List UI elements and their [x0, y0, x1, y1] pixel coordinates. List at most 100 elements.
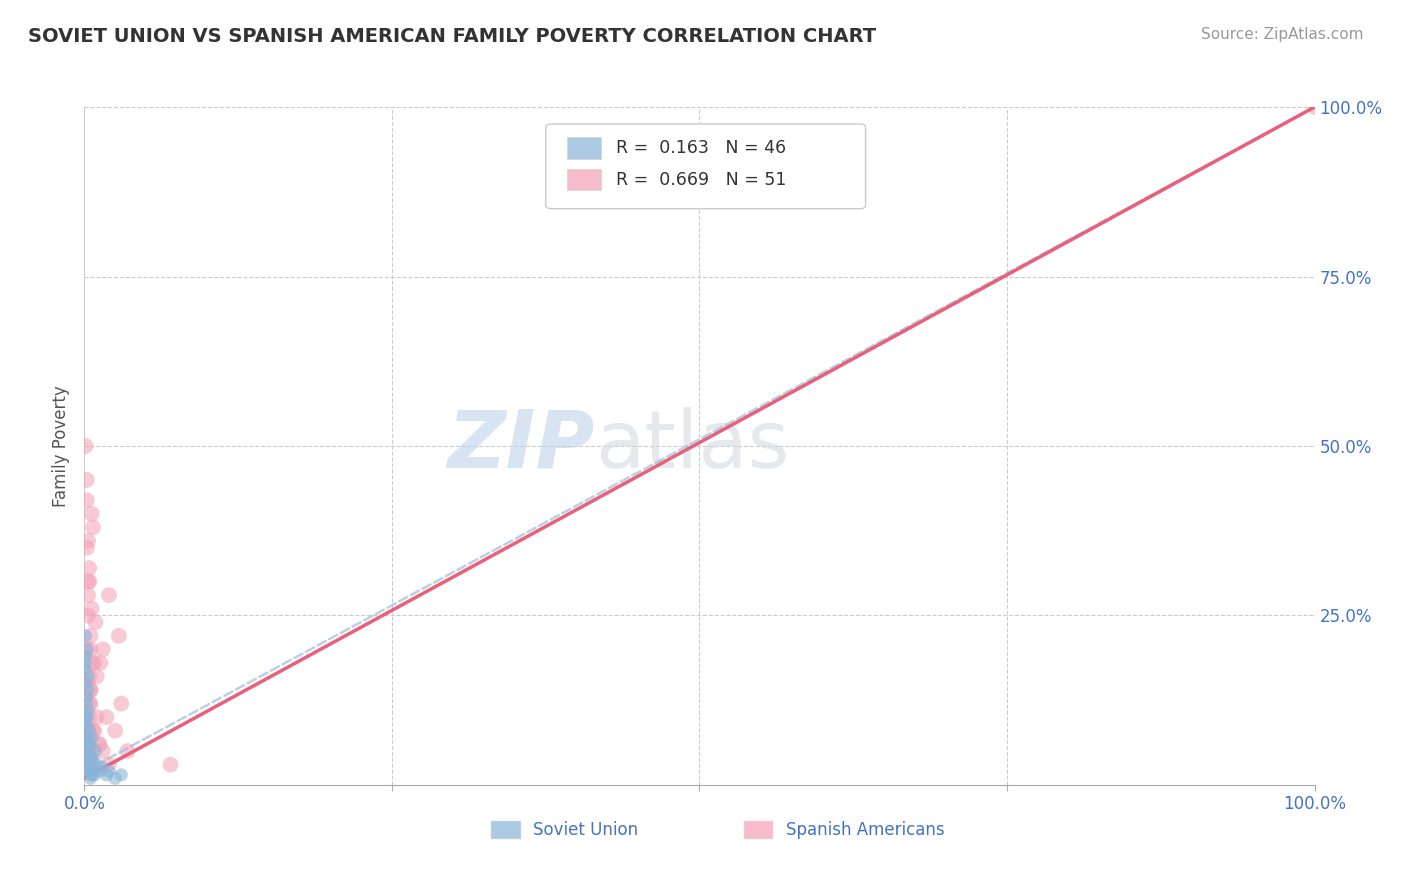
- Point: [79, 761, 101, 775]
- Point: [77, 703, 100, 717]
- Text: Soviet Union: Soviet Union: [533, 821, 638, 838]
- Point: [79, 747, 101, 762]
- Point: [91, 761, 114, 775]
- Point: [79, 764, 101, 779]
- Point: [77, 608, 100, 623]
- Point: [77, 588, 100, 602]
- Point: [79, 771, 101, 785]
- Point: [98, 757, 120, 772]
- Point: [86, 669, 108, 683]
- Point: [80, 731, 103, 745]
- Point: [79, 768, 101, 782]
- Text: ZIP: ZIP: [447, 407, 595, 485]
- Point: [91, 744, 114, 758]
- Point: [80, 601, 103, 615]
- Point: [159, 757, 181, 772]
- Point: [108, 629, 129, 643]
- Point: [75, 717, 97, 731]
- Point: [84, 744, 107, 758]
- Point: [110, 697, 132, 711]
- Point: [79, 737, 101, 751]
- Point: [117, 744, 139, 758]
- Point: [76, 697, 98, 711]
- Point: [75, 676, 97, 690]
- Point: [87, 737, 111, 751]
- Point: [76, 720, 98, 734]
- Point: [76, 690, 98, 704]
- Y-axis label: Family Poverty: Family Poverty: [52, 385, 70, 507]
- Point: [76, 541, 98, 555]
- Point: [79, 751, 101, 765]
- Point: [77, 574, 100, 589]
- Text: atlas: atlas: [595, 407, 789, 485]
- Point: [79, 629, 101, 643]
- FancyBboxPatch shape: [546, 124, 866, 209]
- FancyBboxPatch shape: [567, 169, 602, 190]
- Point: [77, 669, 100, 683]
- Point: [77, 683, 100, 698]
- Point: [79, 697, 101, 711]
- Point: [75, 663, 97, 677]
- Point: [98, 764, 120, 779]
- Point: [77, 757, 100, 772]
- Point: [79, 683, 101, 698]
- Point: [77, 757, 100, 772]
- Point: [79, 751, 101, 765]
- Point: [77, 757, 100, 772]
- Point: [87, 737, 111, 751]
- Text: R =  0.669   N = 51: R = 0.669 N = 51: [616, 170, 786, 188]
- Point: [76, 751, 98, 765]
- Point: [89, 656, 111, 670]
- Point: [75, 656, 97, 670]
- Point: [79, 723, 101, 738]
- Point: [82, 723, 104, 738]
- Point: [80, 764, 103, 779]
- Point: [83, 723, 105, 738]
- Point: [83, 656, 105, 670]
- Point: [79, 669, 101, 683]
- Point: [76, 710, 98, 724]
- Point: [77, 751, 100, 765]
- Point: [77, 734, 100, 748]
- Point: [82, 520, 104, 534]
- Point: [86, 757, 108, 772]
- Point: [77, 737, 100, 751]
- Point: [79, 710, 101, 724]
- Point: [77, 676, 100, 690]
- Point: [76, 744, 98, 758]
- Point: [83, 768, 105, 782]
- Point: [82, 754, 104, 768]
- Point: [96, 768, 118, 782]
- Point: [76, 493, 98, 508]
- Point: [75, 439, 97, 453]
- Point: [79, 574, 101, 589]
- Point: [87, 764, 111, 779]
- Point: [80, 761, 103, 775]
- Text: Spanish Americans: Spanish Americans: [786, 821, 945, 838]
- FancyBboxPatch shape: [491, 821, 522, 839]
- Point: [80, 656, 103, 670]
- Point: [79, 764, 101, 779]
- Text: Source: ZipAtlas.com: Source: ZipAtlas.com: [1201, 27, 1364, 42]
- Point: [76, 737, 98, 751]
- Point: [76, 710, 98, 724]
- Point: [75, 649, 97, 664]
- Point: [75, 629, 97, 643]
- Text: SOVIET UNION VS SPANISH AMERICAN FAMILY POVERTY CORRELATION CHART: SOVIET UNION VS SPANISH AMERICAN FAMILY …: [28, 27, 876, 45]
- Point: [76, 642, 98, 657]
- Point: [91, 642, 114, 657]
- Point: [80, 507, 103, 521]
- Point: [96, 710, 118, 724]
- Point: [76, 473, 98, 487]
- FancyBboxPatch shape: [742, 821, 773, 839]
- Point: [86, 710, 108, 724]
- Point: [104, 723, 127, 738]
- Point: [76, 642, 98, 657]
- Point: [104, 771, 127, 785]
- Point: [80, 768, 103, 782]
- Point: [77, 533, 100, 548]
- FancyBboxPatch shape: [567, 136, 602, 159]
- Point: [79, 751, 101, 765]
- Point: [79, 754, 101, 768]
- Point: [79, 723, 101, 738]
